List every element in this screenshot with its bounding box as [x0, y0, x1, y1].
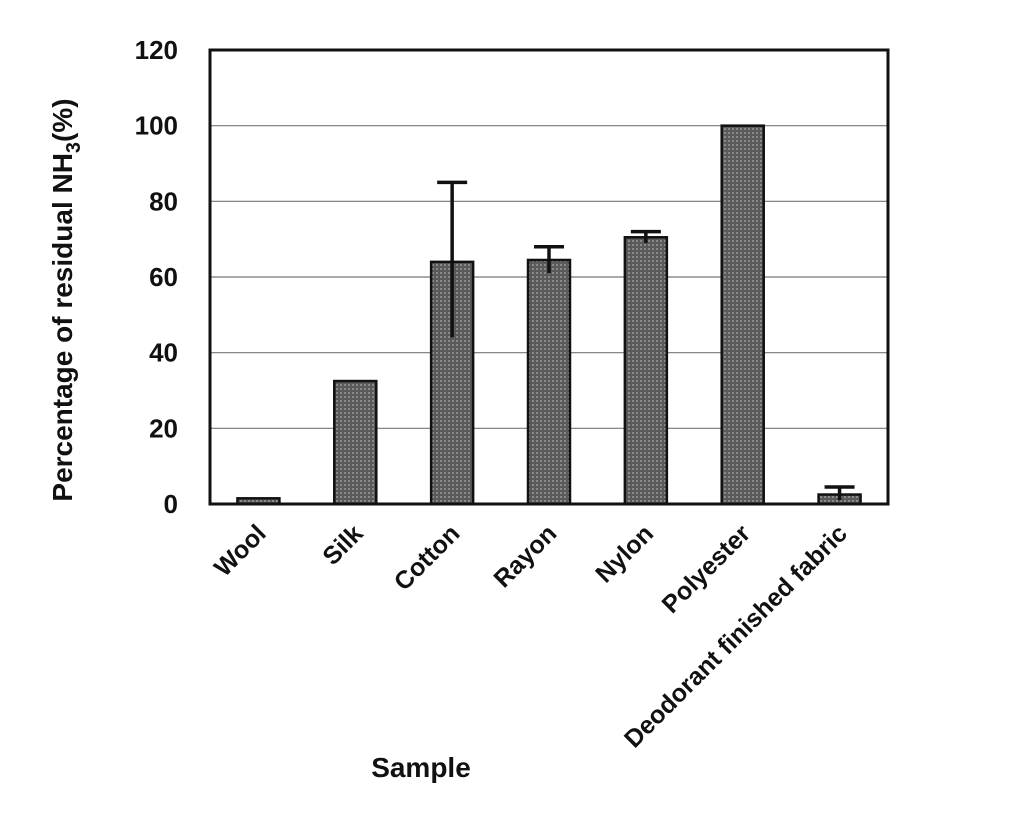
x-tick-label: Rayon	[488, 519, 562, 593]
x-axis-categories: Wool Silk Cotton Rayon NylonPolyesterDeodora…	[209, 519, 853, 753]
y-axis-ticks: 0 20 40 60 80 100 120	[135, 35, 178, 519]
y-axis-label-subscript: 3	[63, 142, 85, 153]
y-tick-label: 100	[135, 111, 178, 141]
bar-nylon	[623, 236, 669, 506]
x-tick-label: Nylon	[590, 519, 659, 588]
bar-polyester	[720, 124, 765, 506]
bar-rayon	[526, 258, 572, 506]
x-tick-label: Wool	[209, 519, 272, 582]
y-tick-label: 60	[149, 262, 178, 292]
bar-silk	[333, 379, 378, 506]
x-tick-label: Silk	[317, 519, 368, 570]
y-tick-label: 80	[149, 186, 178, 216]
error-bars	[437, 180, 855, 501]
x-axis-label: Sample	[371, 752, 471, 783]
y-tick-label: 0	[164, 489, 178, 519]
x-tick-label: Polyester	[657, 519, 757, 619]
y-tick-label: 120	[135, 35, 178, 65]
bars	[236, 124, 862, 506]
y-tick-label: 20	[149, 413, 178, 443]
y-axis-label: Percentage of residual NH3(%)	[47, 98, 85, 501]
y-tick-label: 40	[149, 338, 178, 368]
plot-area-frame	[208, 48, 890, 506]
x-tick-label: Cotton	[389, 519, 466, 596]
